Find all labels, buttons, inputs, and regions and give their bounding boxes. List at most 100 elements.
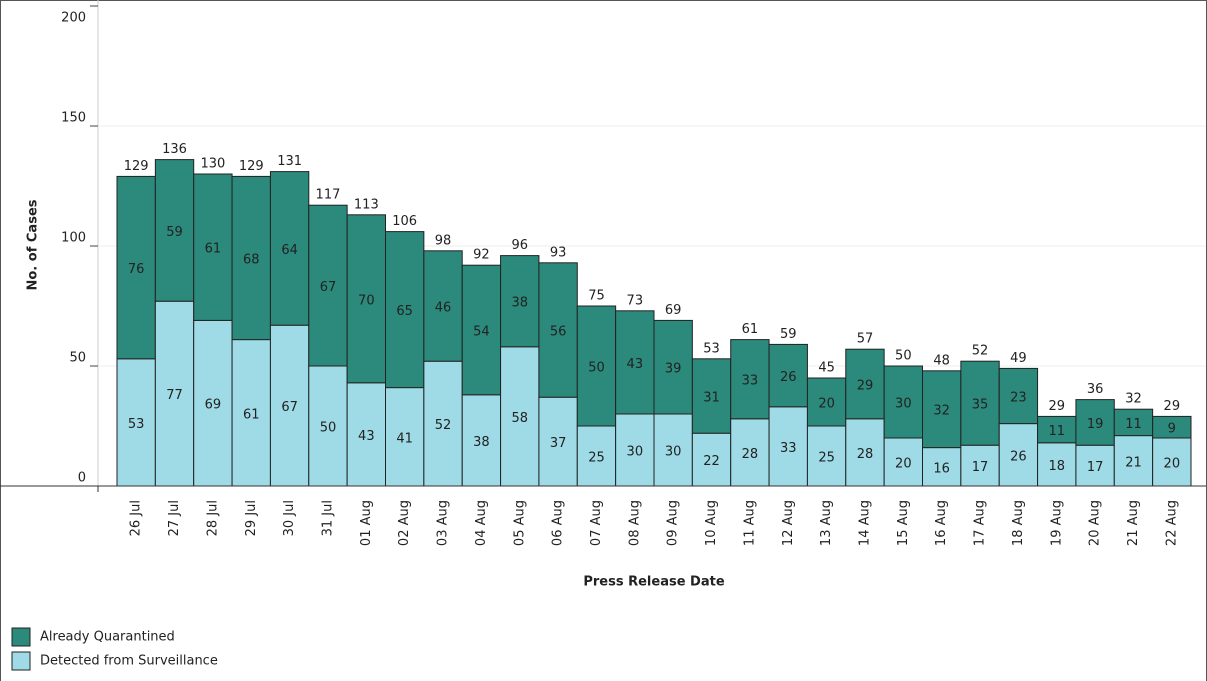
- x-tick-label: 01 Aug: [359, 500, 374, 546]
- value-label: 46: [435, 301, 452, 316]
- total-label: 75: [588, 289, 605, 304]
- total-label: 136: [162, 142, 187, 157]
- total-label: 96: [511, 238, 528, 253]
- total-label: 45: [818, 361, 835, 376]
- bar-segment: [538, 262, 578, 398]
- value-label: 37: [550, 436, 567, 451]
- bar-segment: [1075, 444, 1115, 487]
- x-tick-label: 08 Aug: [627, 500, 642, 546]
- x-tick-label: 30 Jul: [282, 500, 297, 536]
- bar-segment: [269, 171, 310, 326]
- bar-segment: [346, 382, 386, 487]
- value-label: 64: [281, 243, 298, 258]
- x-tick-label: 17 Aug: [973, 500, 988, 546]
- value-label: 61: [243, 407, 260, 422]
- total-label: 59: [780, 327, 797, 342]
- value-label: 50: [588, 361, 605, 376]
- total-label: 48: [933, 353, 950, 368]
- bar-segment: [1037, 442, 1077, 487]
- legend-label: Already Quarantined: [40, 630, 175, 645]
- value-label: 16: [933, 461, 950, 476]
- value-label: 11: [1125, 417, 1142, 432]
- total-label: 73: [627, 293, 644, 308]
- value-label: 11: [1048, 424, 1065, 439]
- x-tick-label: 22 Aug: [1164, 500, 1179, 546]
- value-label: 69: [205, 398, 222, 413]
- value-label: 53: [128, 417, 145, 432]
- bar-segment: [193, 319, 233, 487]
- value-label: 77: [166, 388, 183, 403]
- x-tick-label: 07 Aug: [589, 500, 604, 546]
- x-tick-label: 12 Aug: [781, 500, 796, 546]
- value-label: 9: [1168, 422, 1176, 437]
- value-label: 20: [1164, 457, 1181, 472]
- total-label: 32: [1125, 392, 1142, 407]
- total-label: 98: [435, 233, 452, 248]
- value-label: 50: [320, 421, 337, 436]
- bar-segment: [231, 339, 271, 487]
- value-label: 32: [933, 404, 950, 419]
- legend-label: Detected from Surveillance: [40, 654, 218, 669]
- value-label: 28: [742, 447, 759, 462]
- y-tick-label: 150: [61, 111, 86, 126]
- x-tick-label: 26 Jul: [129, 500, 144, 536]
- bar-segment: [922, 370, 962, 449]
- bar-segment: [231, 175, 271, 341]
- bar-segment: [154, 159, 195, 302]
- total-label: 130: [200, 157, 225, 172]
- value-label: 22: [703, 454, 720, 469]
- bar-segment: [576, 425, 617, 487]
- value-label: 28: [857, 447, 874, 462]
- bar-segment: [576, 305, 617, 427]
- y-tick-label: 200: [61, 11, 86, 26]
- value-label: 43: [358, 429, 375, 444]
- x-tick-label: 18 Aug: [1011, 500, 1026, 546]
- total-label: 92: [473, 248, 490, 263]
- value-label: 38: [473, 435, 490, 450]
- y-tick-label: 100: [61, 231, 86, 246]
- total-label: 69: [665, 303, 682, 318]
- bar-segment: [308, 204, 348, 367]
- total-label: 49: [1010, 351, 1027, 366]
- x-tick-label: 09 Aug: [666, 500, 681, 546]
- x-tick-label: 11 Aug: [742, 500, 757, 546]
- total-label: 129: [239, 159, 264, 174]
- y-tick-label: 50: [69, 351, 86, 366]
- x-axis-title: Press Release Date: [583, 575, 724, 590]
- value-label: 61: [205, 242, 222, 257]
- x-tick-label: 29 Jul: [244, 500, 259, 536]
- x-tick-label: 02 Aug: [397, 500, 412, 546]
- value-label: 20: [818, 397, 835, 412]
- value-label: 59: [166, 225, 183, 240]
- value-label: 35: [972, 398, 989, 413]
- bar-segment: [768, 343, 808, 408]
- value-label: 39: [665, 362, 682, 377]
- value-label: 54: [473, 325, 490, 340]
- value-label: 31: [703, 391, 720, 406]
- value-label: 23: [1010, 391, 1027, 406]
- x-tick-label: 21 Aug: [1126, 500, 1141, 546]
- total-label: 36: [1087, 382, 1104, 397]
- value-label: 76: [128, 262, 145, 277]
- total-label: 113: [354, 197, 379, 212]
- legend-swatch: [11, 627, 31, 647]
- value-label: 21: [1125, 455, 1142, 470]
- bar-segment: [308, 365, 348, 487]
- bar-segment: [615, 310, 655, 415]
- y-tick-label: 0: [78, 471, 86, 486]
- x-tick-label: 05 Aug: [512, 500, 527, 546]
- bar-segment: [1113, 435, 1154, 487]
- x-tick-label: 15 Aug: [896, 500, 911, 546]
- value-label: 18: [1048, 459, 1065, 474]
- value-label: 30: [665, 445, 682, 460]
- total-label: 106: [392, 214, 417, 229]
- bar-segment: [806, 425, 847, 487]
- value-label: 26: [1010, 449, 1027, 464]
- value-label: 25: [588, 451, 605, 466]
- total-label: 93: [550, 245, 567, 260]
- value-label: 29: [857, 379, 874, 394]
- value-label: 33: [780, 441, 797, 456]
- bar-segment: [653, 319, 693, 415]
- total-label: 53: [703, 341, 720, 356]
- bar-segment: [385, 231, 425, 389]
